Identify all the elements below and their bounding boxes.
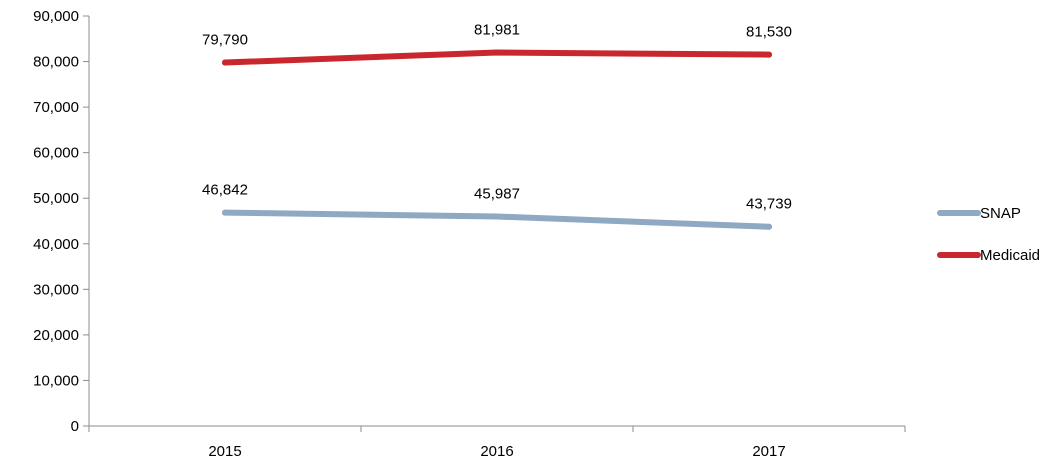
y-tick-label: 40,000: [33, 236, 79, 253]
data-label-snap: 43,739: [746, 196, 792, 213]
y-tick-label: 20,000: [33, 327, 79, 344]
y-tick-label: 30,000: [33, 281, 79, 298]
y-tick-label: 80,000: [33, 54, 79, 71]
legend: SNAP Medicaid: [937, 205, 1040, 264]
y-tick-label: 50,000: [33, 190, 79, 207]
x-tick-labels: 2015 2016 2017: [208, 443, 785, 460]
data-point-snap: [494, 213, 500, 220]
axes: [83, 15, 906, 432]
data-label-medicaid: 81,530: [746, 24, 792, 41]
legend-label-snap: SNAP: [980, 205, 1021, 222]
data-point-medicaid: [494, 49, 500, 56]
data-label-snap: 46,842: [202, 182, 248, 199]
data-labels: 46,842 45,987 43,739 79,790 81,981 81,530: [202, 22, 792, 213]
data-point-medicaid: [222, 59, 228, 66]
data-label-medicaid: 79,790: [202, 32, 248, 49]
data-point-snap: [766, 223, 772, 230]
y-tick-labels: 0 10,000 20,000 30,000 40,000 50,000 60,000 70,…: [33, 8, 79, 435]
y-tick-label: 0: [71, 418, 79, 435]
x-tick-label: 2017: [752, 443, 785, 460]
series-lines: [222, 49, 772, 230]
data-point-snap: [222, 209, 228, 216]
y-tick-label: 60,000: [33, 145, 79, 162]
data-point-medicaid: [766, 51, 772, 58]
x-tick-label: 2016: [480, 443, 513, 460]
data-label-snap: 45,987: [474, 186, 520, 203]
data-label-medicaid: 81,981: [474, 22, 520, 39]
legend-label-medicaid: Medicaid: [980, 247, 1040, 264]
y-tick-label: 90,000: [33, 8, 79, 25]
y-tick-label: 70,000: [33, 99, 79, 116]
x-tick-label: 2015: [208, 443, 241, 460]
y-tick-label: 10,000: [33, 372, 79, 389]
